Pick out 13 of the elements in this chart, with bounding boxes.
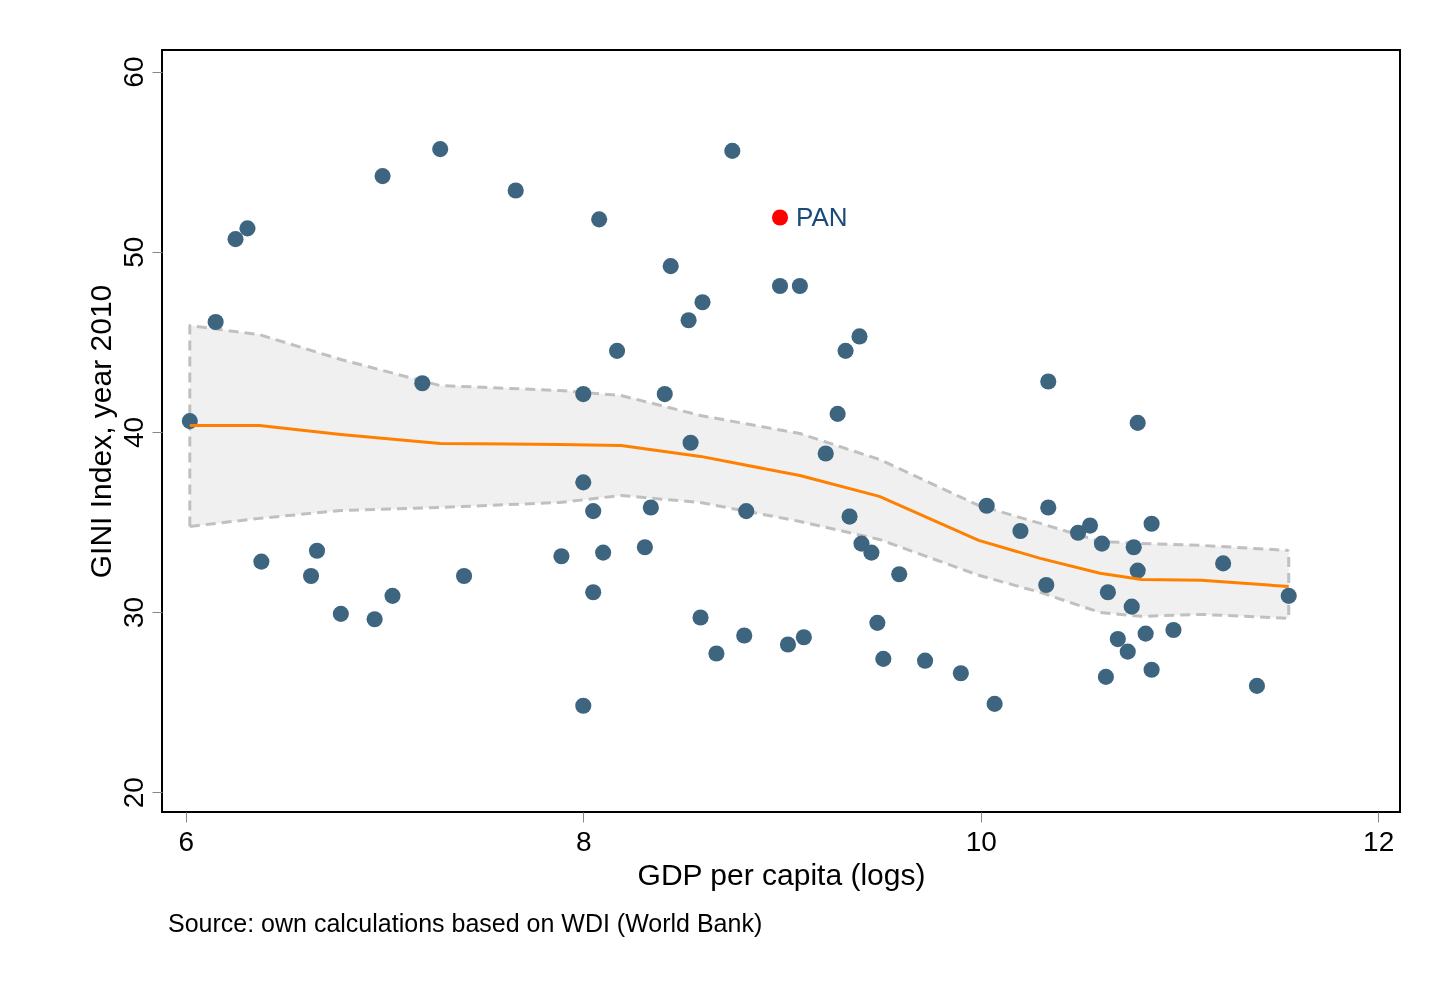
- x-tick-label: 6: [178, 825, 195, 857]
- source-note: Source: own calculations based on WDI (World Bank): [168, 909, 763, 937]
- y-tick-label: 50: [117, 236, 149, 268]
- x-axis-title: GDP per capita (logs): [637, 857, 926, 891]
- y-axis-title: GINI Index, year 2010: [83, 284, 117, 579]
- y-tick-label: 40: [117, 416, 149, 448]
- x-tick-label: 8: [575, 825, 592, 857]
- y-tick-label: 20: [117, 777, 149, 809]
- series-label: PAN: [796, 201, 848, 232]
- x-tick-label: 10: [965, 825, 997, 857]
- y-tick-label: 30: [117, 596, 149, 629]
- x-tick-label: 12: [1363, 825, 1395, 857]
- y-tick-label: 60: [117, 56, 149, 88]
